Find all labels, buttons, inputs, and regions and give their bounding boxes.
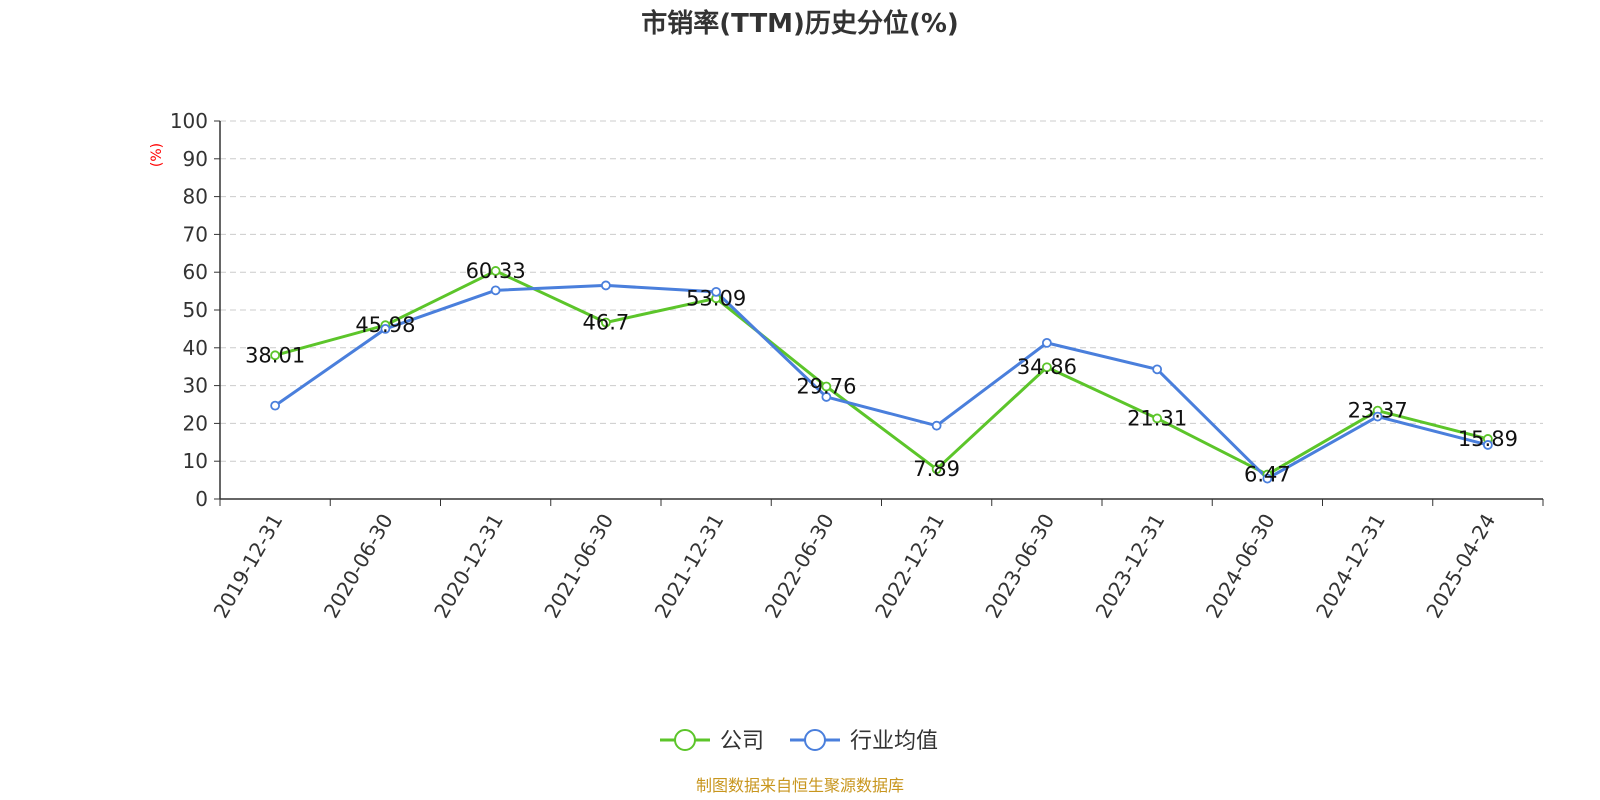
data-label: 53.09 xyxy=(686,286,746,310)
y-tick-label: 0 xyxy=(195,487,208,511)
y-tick-label: 50 xyxy=(183,298,208,322)
data-point xyxy=(821,381,832,392)
legend-label: 公司 xyxy=(720,729,764,754)
data-label: 29.76 xyxy=(796,375,856,399)
legend-marker-circle xyxy=(674,729,696,751)
data-point xyxy=(1152,413,1163,424)
data-label: 7.89 xyxy=(913,457,960,481)
chart-title: 市销率(TTM)历史分位(%) xyxy=(641,8,959,39)
data-label: 15.89 xyxy=(1458,427,1518,451)
x-tick-label: 2020-06-30 xyxy=(319,510,398,623)
data-point xyxy=(600,280,611,291)
y-tick-label: 90 xyxy=(183,147,208,171)
data-label: 34.86 xyxy=(1017,355,1077,379)
data-point xyxy=(711,286,722,297)
data-point xyxy=(1041,337,1052,348)
x-tick-label: 2024-06-30 xyxy=(1201,510,1280,623)
data-label: 23.37 xyxy=(1348,399,1408,423)
x-tick-label: 2022-12-31 xyxy=(870,510,949,623)
x-tick-label: 2025-04-24 xyxy=(1421,510,1500,623)
data-label: 6.47 xyxy=(1244,463,1291,487)
x-tick-label: 2023-06-30 xyxy=(980,510,1059,623)
legend-marker-circle xyxy=(804,729,826,751)
data-label: 21.31 xyxy=(1127,406,1187,430)
data-point xyxy=(270,350,281,361)
series-line xyxy=(274,283,1489,481)
legend: 公司 行业均值 xyxy=(660,729,938,754)
y-tick-label: 70 xyxy=(183,222,208,246)
data-point xyxy=(600,317,611,328)
data-labels: 38.01 45.98 60.33 46.7 53.09 29.76 7.89 34.86 21… xyxy=(245,259,1518,487)
series-line xyxy=(274,269,1489,477)
axes: 0 10 20 30 40 50 60 70 80 90 100 2019-12-31 2020-06-… xyxy=(170,109,1544,623)
source-note: 制图数据来自恒生聚源数据库 xyxy=(696,776,904,795)
y-tick-label: 100 xyxy=(170,109,208,133)
x-tick-label: 2021-06-30 xyxy=(539,510,618,623)
y-tick-label: 80 xyxy=(183,185,208,209)
y-tick-label: 60 xyxy=(183,260,208,284)
data-point xyxy=(380,323,391,334)
x-tick-label: 2019-12-31 xyxy=(209,510,288,623)
data-label: 38.01 xyxy=(245,343,305,367)
x-tick-label: 2024-12-31 xyxy=(1311,510,1390,623)
data-label: 60.33 xyxy=(466,259,526,283)
data-point xyxy=(931,464,942,475)
y-tick-label: 30 xyxy=(183,374,208,398)
y-tick-label: 40 xyxy=(183,336,208,360)
data-label: 46.7 xyxy=(582,310,629,334)
data-point xyxy=(1372,411,1383,422)
data-point xyxy=(1262,473,1273,484)
grid-lines xyxy=(220,120,1543,462)
series-lines xyxy=(270,266,1493,484)
x-tick-label: 2022-06-30 xyxy=(760,510,839,623)
legend-label: 行业均值 xyxy=(850,729,938,754)
x-tick-label: 2021-12-31 xyxy=(650,510,729,623)
data-point xyxy=(931,420,942,431)
data-point xyxy=(1152,364,1163,375)
x-tick-label: 2020-12-31 xyxy=(429,510,508,623)
data-point xyxy=(821,392,832,402)
data-point xyxy=(490,285,501,296)
y-axis-unit-label: (%) xyxy=(149,143,165,167)
y-tick-label: 20 xyxy=(183,411,208,435)
data-point xyxy=(1041,362,1052,373)
x-tick-label: 2023-12-31 xyxy=(1091,510,1170,623)
y-tick-label: 10 xyxy=(183,449,208,473)
data-point xyxy=(270,400,281,411)
data-point xyxy=(490,266,501,276)
data-point xyxy=(1482,440,1493,450)
data-label: 45.98 xyxy=(355,313,415,337)
